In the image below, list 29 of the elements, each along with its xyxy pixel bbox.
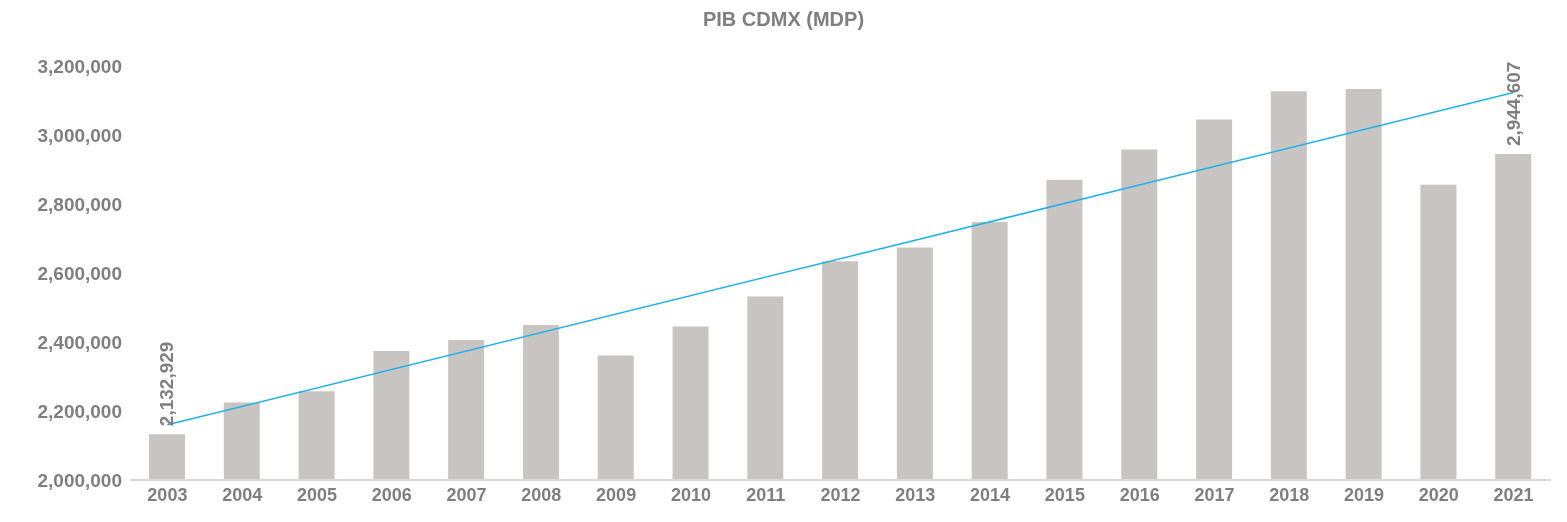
x-tick-label: 2012	[820, 484, 861, 505]
x-tick-label: 2006	[371, 484, 412, 505]
chart-title: PIB CDMX (MDP)	[701, 8, 866, 32]
y-tick-label: 2,200,000	[37, 400, 122, 422]
x-tick-label: 2011	[746, 484, 786, 505]
x-tick-label: 2009	[596, 484, 637, 505]
x-tick-label: 2008	[521, 484, 562, 505]
x-tick-label: 2016	[1119, 484, 1160, 505]
x-tick-label: 2018	[1269, 484, 1310, 505]
x-tick-label: 2019	[1344, 484, 1385, 505]
x-tick-label: 2004	[222, 484, 263, 505]
x-tick-label: 2017	[1194, 484, 1235, 505]
x-tick-label: 2014	[970, 484, 1011, 505]
data-label: 2,944,607	[1502, 61, 1524, 147]
x-tick-label: 2010	[670, 484, 711, 505]
x-tick-label: 2013	[895, 484, 936, 505]
y-tick-label: 2,800,000	[37, 193, 122, 215]
data-label: 2,132,929	[156, 341, 178, 427]
y-tick-label: 2,000,000	[37, 469, 122, 491]
x-tick-label: 2020	[1418, 484, 1459, 505]
x-tick-label: 2021	[1493, 484, 1534, 505]
x-tick-label: 2003	[147, 484, 188, 505]
x-tick-label: 2015	[1044, 484, 1085, 505]
y-tick-label: 3,000,000	[37, 124, 122, 146]
x-tick-label: 2005	[296, 484, 337, 505]
x-tick-label: 2007	[446, 484, 487, 505]
y-tick-label: 3,200,000	[37, 55, 122, 77]
y-tick-label: 2,400,000	[37, 331, 122, 353]
y-tick-label: 2,600,000	[37, 262, 122, 284]
